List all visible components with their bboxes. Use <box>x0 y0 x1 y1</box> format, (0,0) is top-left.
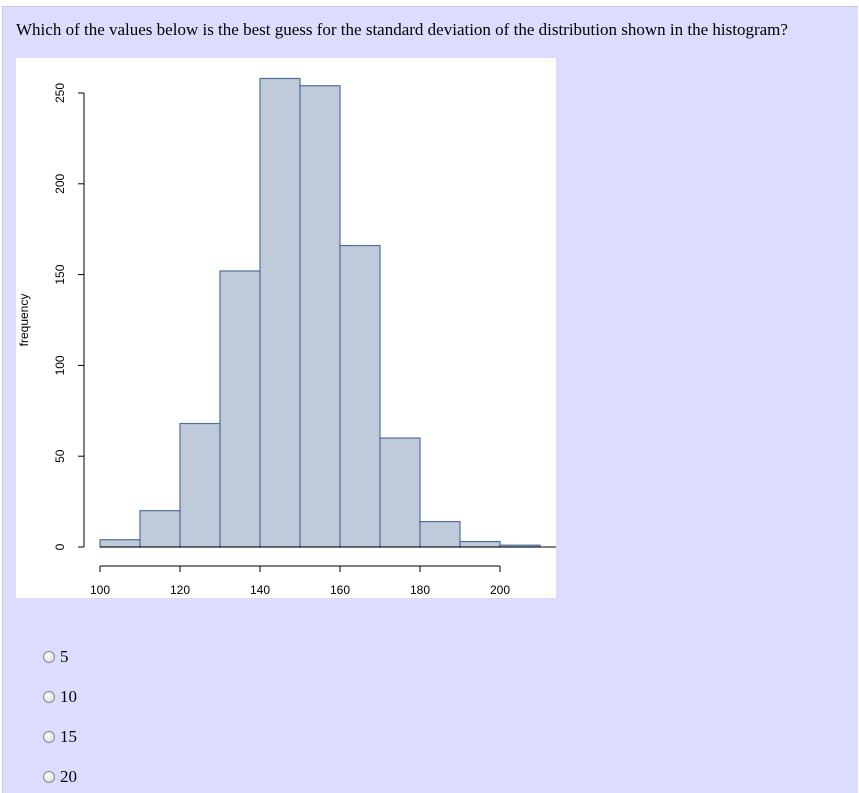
y-tick-label: 150 <box>53 264 67 284</box>
x-tick-label: 200 <box>490 583 510 597</box>
histogram-bar <box>179 422 221 548</box>
question-panel: Which of the values below is the best gu… <box>2 6 858 793</box>
option-label: 5 <box>60 647 69 666</box>
y-axis-label: frequency <box>17 294 31 347</box>
option-10[interactable]: 10 <box>43 687 77 707</box>
option-15[interactable]: 15 <box>43 727 77 747</box>
y-tick-label: 250 <box>53 83 67 103</box>
y-tick-label: 200 <box>53 173 67 193</box>
radio-button-icon[interactable] <box>43 771 55 783</box>
radio-button-icon[interactable] <box>43 691 55 703</box>
histogram-bar <box>299 85 341 548</box>
radio-button-icon[interactable] <box>43 731 55 743</box>
option-5[interactable]: 5 <box>43 647 69 667</box>
histogram-bar <box>259 77 301 548</box>
histogram-bar <box>139 510 181 548</box>
option-20[interactable]: 20 <box>43 767 77 787</box>
y-tick-label: 100 <box>53 355 67 375</box>
histogram-bar <box>99 539 141 548</box>
y-tick-label: 50 <box>53 449 67 463</box>
histogram-bar <box>379 437 421 548</box>
histogram-svg: 0 50 100 150 200 250 frequency 100 120 140 160 180 2… <box>17 77 556 597</box>
histogram-chart: 0 50 100 150 200 250 frequency 100 120 140 160 180 2… <box>16 58 556 598</box>
x-tick-label: 180 <box>410 583 430 597</box>
histogram-bar <box>219 270 261 548</box>
option-label: 15 <box>60 727 77 746</box>
x-tick-label: 100 <box>90 583 110 597</box>
histogram-bar <box>419 520 461 548</box>
option-label: 20 <box>60 767 77 786</box>
histogram-bar <box>339 244 381 548</box>
question-text: Which of the values below is the best gu… <box>16 20 788 39</box>
option-label: 10 <box>60 687 77 706</box>
y-tick-label: 0 <box>53 543 67 550</box>
x-tick-label: 140 <box>250 583 270 597</box>
histogram-bar <box>459 540 501 548</box>
x-tick-label: 120 <box>170 583 190 597</box>
x-tick-label: 160 <box>330 583 350 597</box>
radio-button-icon[interactable] <box>43 651 55 663</box>
